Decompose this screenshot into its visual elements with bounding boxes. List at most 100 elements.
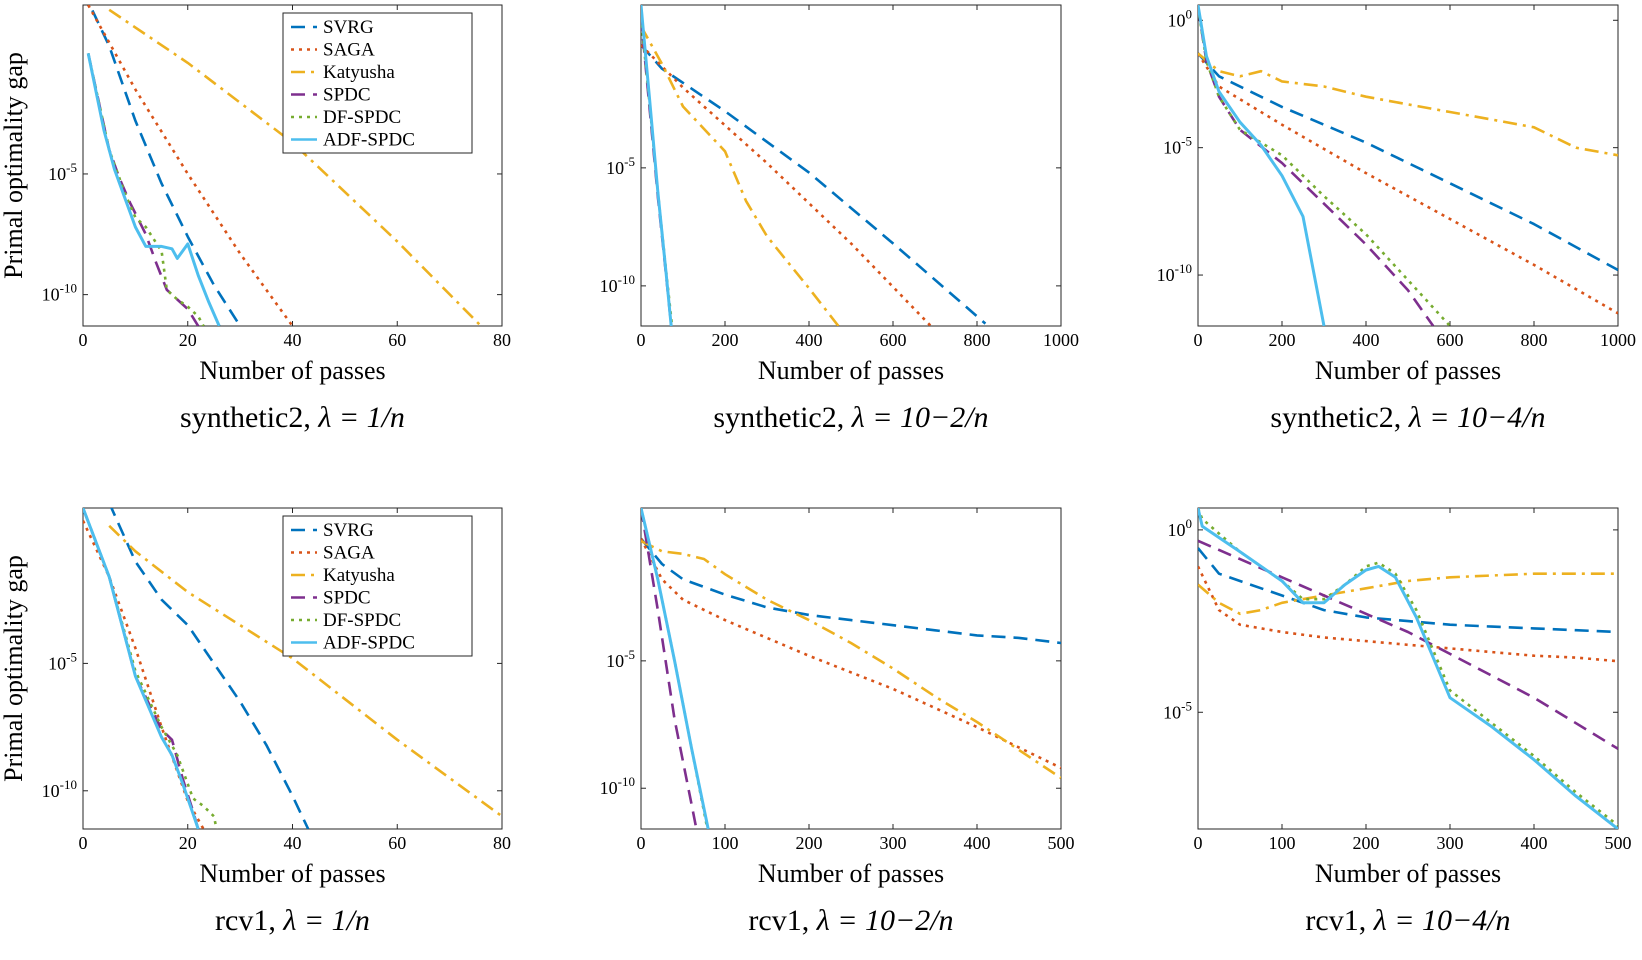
y-tick-label: 10-10 (1157, 261, 1192, 285)
caption-dataset: synthetic2, (713, 401, 851, 434)
chart-panel-5: 0 100 200 300 400 500 10-10 10-5 Number of passe… (600, 507, 1075, 937)
panel-caption: rcv1, λ = 10−4/n (1305, 904, 1510, 937)
series-line-svrg (1198, 547, 1618, 634)
legend-label-adf-spdc: ADF-SPDC (323, 130, 415, 151)
series-line-katyusha (108, 8, 482, 326)
series-group (641, 508, 1061, 829)
x-tick-label: 800 (1521, 330, 1548, 350)
series-line-saga (641, 538, 1061, 770)
caption-lambda: λ = 10−2/n (851, 401, 989, 434)
legend-label-saga: SAGA (323, 543, 375, 564)
series-line-katyusha (108, 524, 502, 818)
series-line-katyusha (641, 539, 1061, 780)
plot-area (640, 507, 1062, 830)
x-tick-label: 0 (637, 833, 646, 853)
caption-lambda: λ = 10−4/n (1408, 401, 1546, 434)
series-line-adf-spdc (641, 5, 673, 326)
legend-label-katyusha: Katyusha (323, 62, 395, 83)
series-group (641, 5, 987, 326)
x-axis-label: Number of passes (758, 356, 944, 385)
x-tick-label: 500 (1048, 833, 1075, 853)
plot-area (640, 4, 1062, 327)
caption-dataset: rcv1, (748, 904, 816, 937)
caption-dataset: rcv1, (215, 904, 283, 937)
series-line-katyusha (1198, 572, 1618, 616)
chart-panel-3: 0 200 400 600 800 1000 10-10 10-5 100 Number of p… (1157, 4, 1636, 434)
legend-label-spdc: SPDC (323, 85, 371, 106)
x-tick-label: 500 (1605, 833, 1632, 853)
y-tick-label: 10-5 (606, 154, 635, 178)
series-line-svrg (110, 508, 310, 829)
legend-label-adf-spdc: ADF-SPDC (323, 633, 415, 654)
series-line-spdc (641, 508, 698, 829)
x-tick-label: 40 (284, 833, 302, 853)
y-tick-label: 10-5 (1163, 134, 1192, 158)
series-line-saga (87, 5, 294, 326)
series-line-svrg (641, 537, 1061, 645)
x-tick-label: 600 (880, 330, 907, 350)
series-group (86, 5, 482, 326)
x-tick-label: 60 (388, 330, 406, 350)
x-tick-label: 600 (1437, 330, 1464, 350)
series-line-adf-spdc (1198, 5, 1326, 326)
y-tick-label: 10-5 (48, 649, 77, 673)
x-axis-label: Number of passes (1315, 859, 1501, 888)
series-group (83, 508, 502, 829)
series-line-adf-spdc (641, 508, 710, 829)
caption-lambda: λ = 1/n (282, 904, 370, 937)
series-group (1198, 5, 1618, 326)
x-tick-label: 20 (179, 330, 197, 350)
panel-caption: synthetic2, λ = 1/n (180, 401, 405, 434)
x-tick-label: 60 (388, 833, 406, 853)
y-axis-label: Primal optimality gap (0, 52, 28, 279)
series-line-saga (1198, 52, 1618, 315)
y-tick-label: 100 (1168, 6, 1193, 30)
caption-dataset: synthetic2, (180, 401, 318, 434)
x-tick-label: 200 (1353, 833, 1380, 853)
chart-panel-1: 0 20 40 60 80 10-10 10-5 Number of passes Primal… (0, 4, 511, 434)
caption-dataset: synthetic2, (1270, 401, 1408, 434)
x-tick-label: 400 (1521, 833, 1548, 853)
x-tick-label: 200 (796, 833, 823, 853)
chart-panel-2: 0 200 400 600 800 1000 10-10 10-5 Number of pass… (600, 4, 1079, 434)
x-axis-label: Number of passes (199, 356, 385, 385)
x-tick-label: 200 (712, 330, 739, 350)
series-line-adf-spdc (83, 508, 200, 829)
series-line-adf-spdc (86, 52, 221, 326)
x-tick-label: 100 (712, 833, 739, 853)
x-tick-label: 80 (493, 833, 511, 853)
x-tick-label: 1000 (1600, 330, 1636, 350)
caption-lambda: λ = 10−2/n (816, 904, 954, 937)
panel-caption: synthetic2, λ = 10−2/n (713, 401, 988, 434)
series-line-svrg (88, 5, 242, 326)
plot-area (1197, 507, 1619, 830)
caption-dataset: rcv1, (1305, 904, 1373, 937)
x-tick-label: 300 (1437, 833, 1464, 853)
x-tick-label: 0 (1194, 833, 1203, 853)
y-tick-label: 10-5 (1163, 698, 1192, 722)
series-line-df-spdc (1198, 508, 1618, 827)
legend-label-spdc: SPDC (323, 588, 371, 609)
x-tick-label: 400 (964, 833, 991, 853)
series-line-katyusha (641, 25, 840, 326)
x-tick-label: 1000 (1043, 330, 1079, 350)
series-line-df-spdc (86, 53, 205, 326)
legend-label-saga: SAGA (323, 40, 375, 61)
legend-label-svrg: SVRG (323, 17, 374, 38)
y-tick-label: 100 (1168, 516, 1193, 540)
y-tick-label: 10-5 (606, 647, 635, 671)
panel-caption: rcv1, λ = 1/n (215, 904, 370, 937)
legend-label-svrg: SVRG (323, 520, 374, 541)
caption-lambda: λ = 1/n (317, 401, 405, 434)
x-tick-label: 200 (1269, 330, 1296, 350)
x-axis-label: Number of passes (1315, 356, 1501, 385)
x-tick-label: 800 (964, 330, 991, 350)
panel-caption: synthetic2, λ = 10−4/n (1270, 401, 1545, 434)
x-axis-label: Number of passes (199, 859, 385, 888)
y-tick-label: 10-5 (48, 160, 77, 184)
x-tick-label: 100 (1269, 833, 1296, 853)
legend-label-df-spdc: DF-SPDC (323, 610, 401, 631)
